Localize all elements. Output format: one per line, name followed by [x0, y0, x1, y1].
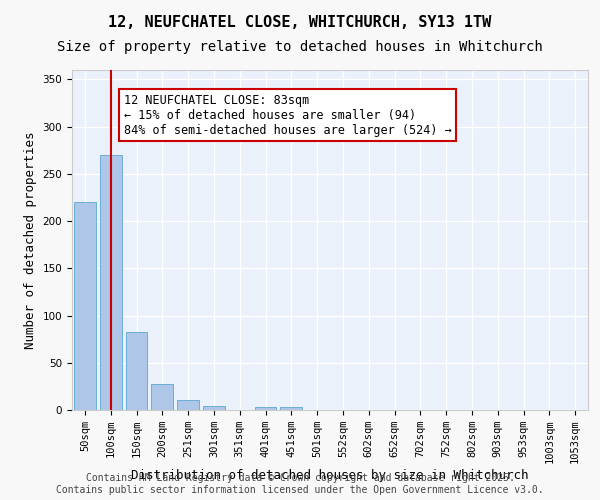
Text: Contains HM Land Registry data © Crown copyright and database right 2025.
Contai: Contains HM Land Registry data © Crown c… — [56, 474, 544, 495]
Text: 12 NEUFCHATEL CLOSE: 83sqm
← 15% of detached houses are smaller (94)
84% of semi: 12 NEUFCHATEL CLOSE: 83sqm ← 15% of deta… — [124, 94, 451, 136]
Y-axis label: Number of detached properties: Number of detached properties — [24, 131, 37, 349]
Bar — [100, 155, 122, 410]
Bar — [203, 406, 225, 410]
Bar — [177, 400, 199, 410]
Bar — [254, 407, 277, 410]
Bar — [280, 407, 302, 410]
Text: 12, NEUFCHATEL CLOSE, WHITCHURCH, SY13 1TW: 12, NEUFCHATEL CLOSE, WHITCHURCH, SY13 1… — [109, 15, 491, 30]
X-axis label: Distribution of detached houses by size in Whitchurch: Distribution of detached houses by size … — [131, 469, 529, 482]
Bar — [125, 332, 148, 410]
Bar — [74, 202, 96, 410]
Bar — [151, 384, 173, 410]
Text: Size of property relative to detached houses in Whitchurch: Size of property relative to detached ho… — [57, 40, 543, 54]
